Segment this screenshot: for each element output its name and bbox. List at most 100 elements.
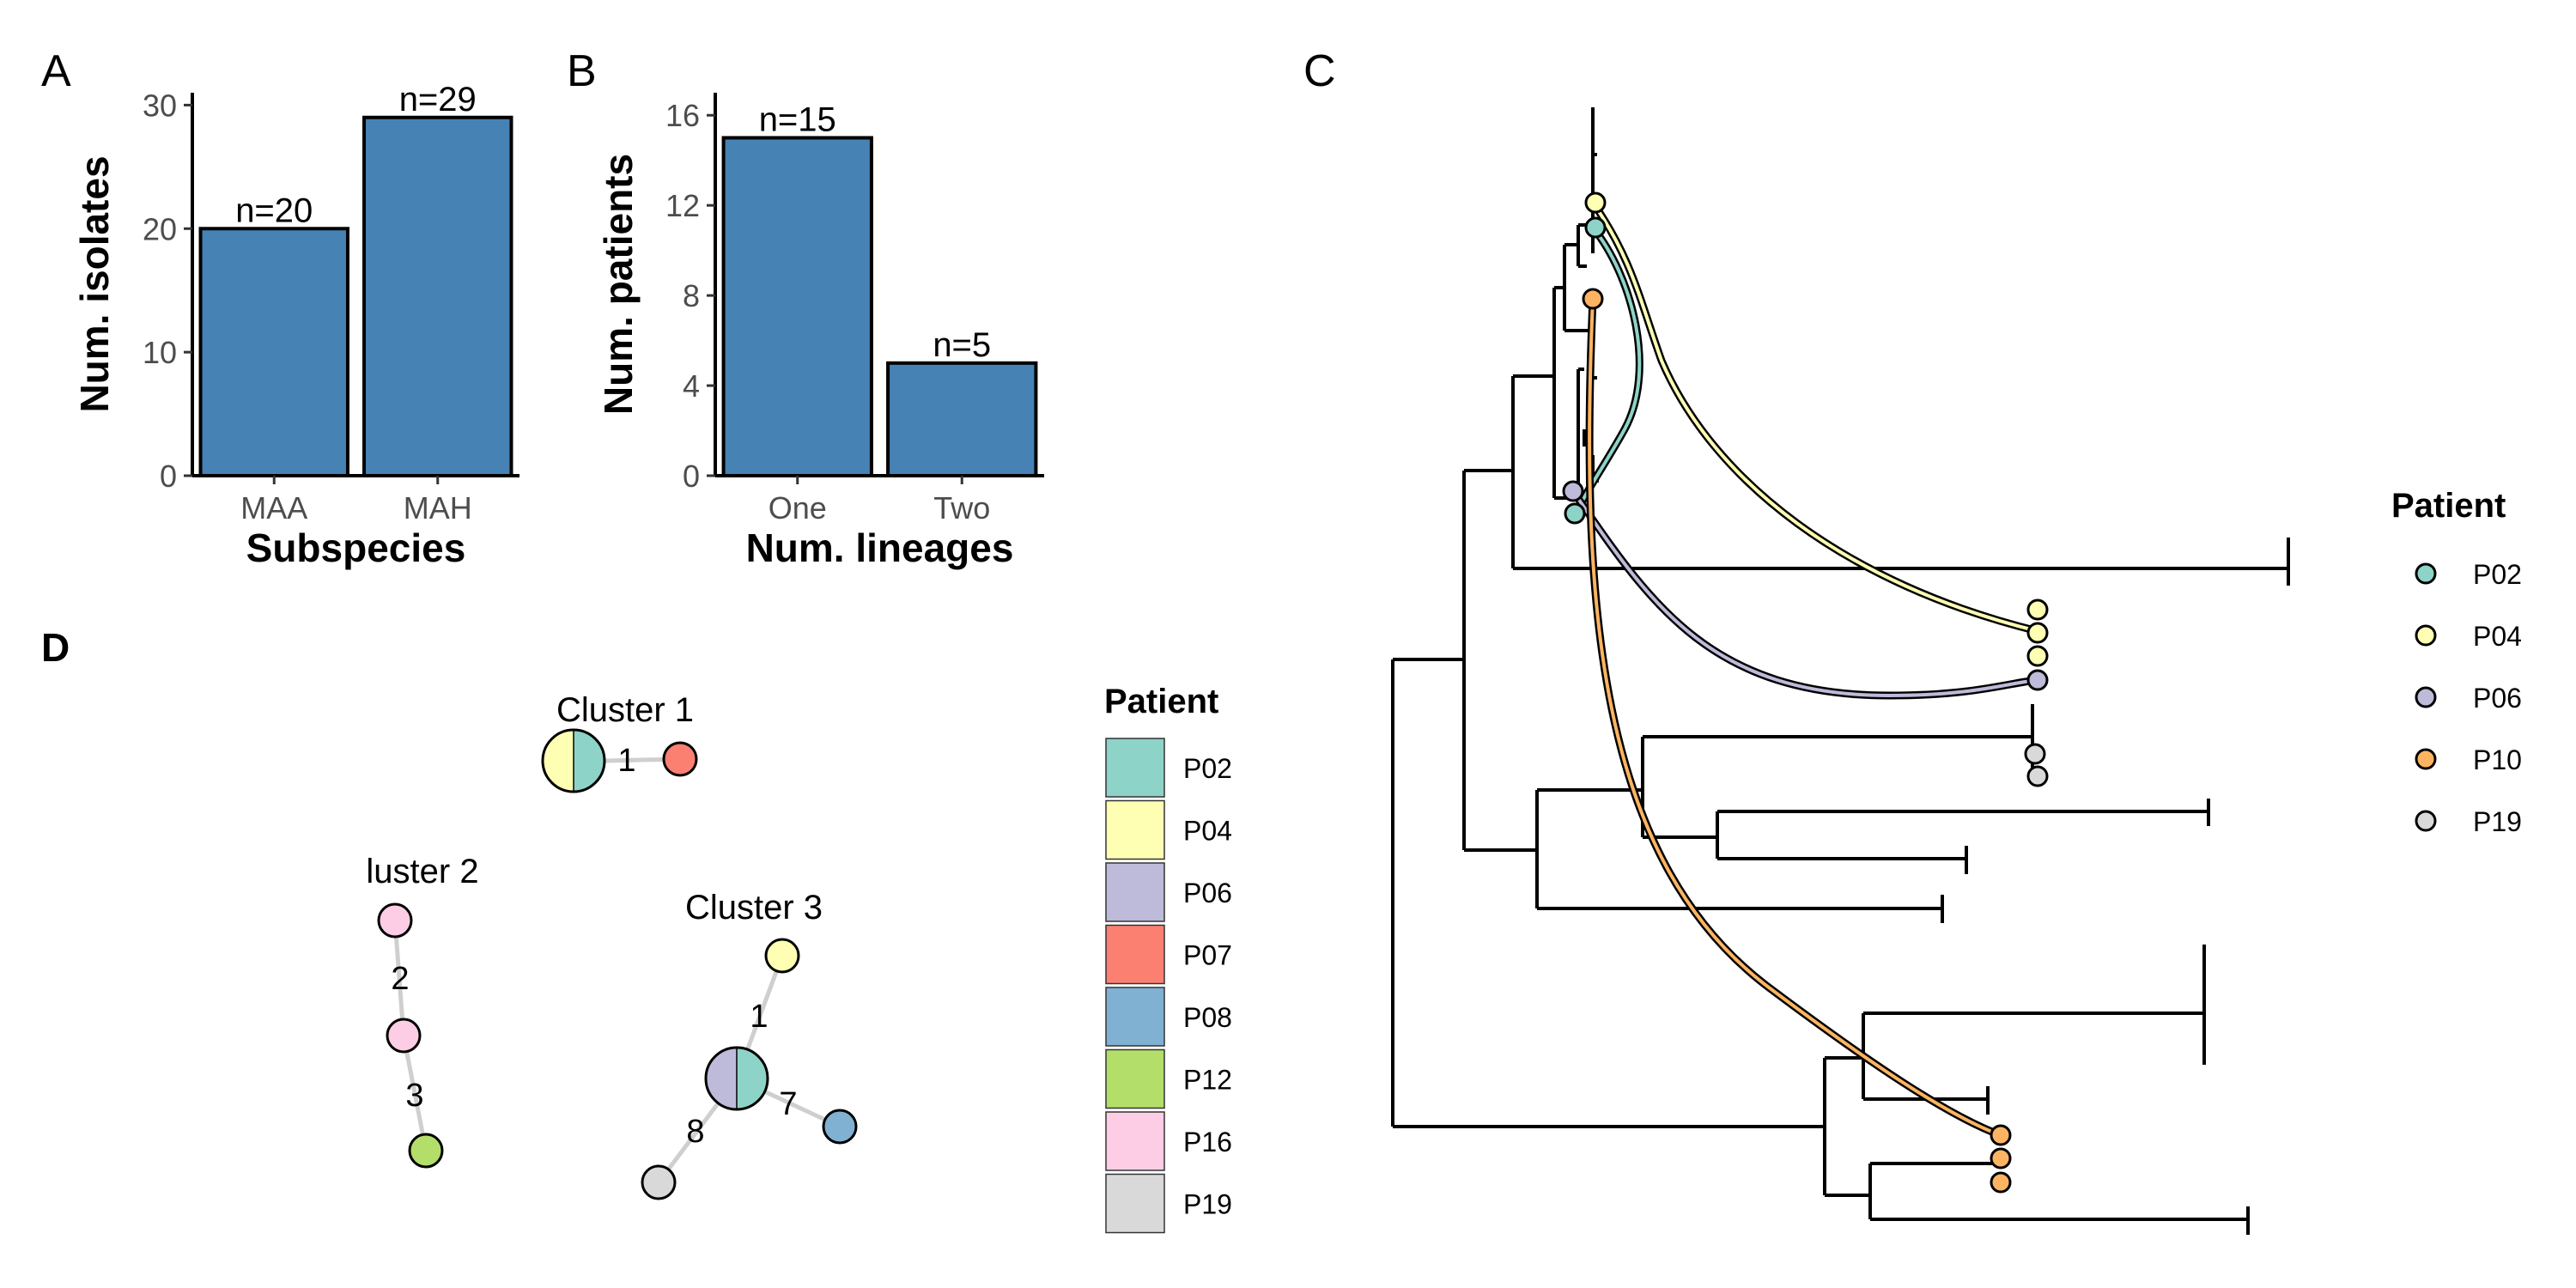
tip-point-p19 bbox=[2024, 743, 2046, 765]
edge-label: 2 bbox=[391, 961, 409, 997]
x-tick-label: MAA bbox=[240, 490, 307, 526]
legend-swatch bbox=[2415, 562, 2437, 585]
panel-letter-b: B bbox=[567, 46, 597, 96]
panel-letter-c: C bbox=[1303, 46, 1336, 96]
y-tick-label: 4 bbox=[683, 368, 700, 404]
network-edge bbox=[392, 920, 406, 1036]
network-edge bbox=[401, 1035, 428, 1151]
tip-point-p10 bbox=[1990, 1171, 2012, 1194]
tip-point-p04 bbox=[2026, 598, 2049, 621]
node-p16 bbox=[386, 1018, 422, 1054]
legend-label: P16 bbox=[1183, 1127, 1232, 1157]
y-tick-label: 30 bbox=[143, 88, 177, 123]
panel-letter-d: D bbox=[41, 625, 70, 670]
x-tick-label: One bbox=[769, 490, 827, 526]
tip-point-p04 bbox=[1584, 191, 1607, 214]
tip-point-p04 bbox=[2026, 622, 2049, 644]
x-axis-title: Num. lineages bbox=[746, 526, 1014, 570]
legend-label: P08 bbox=[1183, 1002, 1232, 1033]
y-tick-label: 8 bbox=[683, 278, 700, 313]
legend-label: P07 bbox=[1183, 940, 1232, 971]
edge-label: 1 bbox=[750, 999, 768, 1035]
legend-title: Patient bbox=[1104, 683, 1218, 720]
legend-label: P06 bbox=[2473, 683, 2522, 714]
node-p08 bbox=[822, 1109, 858, 1145]
cluster-1-title: Cluster 1 bbox=[556, 691, 694, 729]
network-legend: Patient P02 P04 P06 P07 P08 P12 P16 P19 bbox=[1104, 683, 1232, 1234]
y-tick-label: 12 bbox=[665, 188, 700, 223]
edge-label: 7 bbox=[779, 1086, 797, 1122]
cluster-3-title: Cluster 3 bbox=[685, 889, 823, 927]
tip-point-p06 bbox=[1562, 480, 1584, 502]
tree-tips bbox=[1562, 191, 2049, 1194]
legend-label: P12 bbox=[1183, 1065, 1232, 1096]
legend-title: Patient bbox=[2391, 487, 2506, 525]
legend-label: P02 bbox=[1183, 753, 1232, 784]
bar-value-label: n=20 bbox=[235, 191, 313, 229]
y-tick-label: 16 bbox=[665, 98, 700, 133]
cluster-2-title: luster 2 bbox=[366, 853, 478, 890]
bar bbox=[362, 115, 513, 477]
tip-point-p06 bbox=[2026, 669, 2049, 691]
tip-point-p04 bbox=[2026, 645, 2049, 667]
legend-label: P19 bbox=[1183, 1189, 1232, 1220]
bar-value-label: n=15 bbox=[759, 100, 836, 138]
x-tick-label: Two bbox=[933, 490, 990, 526]
y-tick-label: 20 bbox=[143, 211, 177, 246]
tip-point-p02 bbox=[1584, 216, 1607, 239]
tip-point-p02 bbox=[1564, 502, 1586, 525]
legend-swatch bbox=[1105, 862, 1165, 922]
cluster-network: Cluster 1 1 luster 2 2 3 Cluster 3 1 7 8 bbox=[366, 691, 858, 1200]
x-tick-label: MAH bbox=[404, 490, 472, 526]
link-p10 bbox=[1585, 298, 2002, 1139]
legend-swatch bbox=[1105, 1111, 1165, 1171]
y-tick-label: 0 bbox=[683, 459, 700, 494]
node-p02-p06 bbox=[704, 1046, 769, 1111]
legend-swatch bbox=[2415, 624, 2437, 647]
y-axis-title: Num. isolates bbox=[72, 155, 117, 412]
bar bbox=[886, 361, 1038, 477]
bar-value-label: n=5 bbox=[933, 326, 991, 364]
legend-swatch bbox=[1105, 799, 1165, 860]
node-p07 bbox=[662, 741, 698, 777]
tip-point-p10 bbox=[1582, 288, 1604, 310]
edge-label: 3 bbox=[405, 1078, 423, 1114]
node-p19 bbox=[641, 1164, 677, 1200]
node-p12 bbox=[408, 1133, 444, 1169]
legend-swatch bbox=[2415, 748, 2437, 770]
legend-swatch bbox=[1105, 738, 1165, 798]
edge-label: 1 bbox=[617, 743, 635, 779]
tip-point-p10 bbox=[1990, 1147, 2012, 1170]
legend-swatch bbox=[2415, 686, 2437, 708]
bar bbox=[721, 136, 873, 477]
legend-swatch bbox=[1105, 924, 1165, 985]
legend-swatch bbox=[1105, 1173, 1165, 1234]
panel-letter-a: A bbox=[41, 46, 71, 96]
x-axis-title: Subspecies bbox=[246, 526, 466, 570]
tree-legend: Patient P02 P04 P06 P10 P19 bbox=[2391, 487, 2522, 837]
phylogenetic-tree bbox=[1391, 107, 2290, 1235]
edge-label: 8 bbox=[686, 1114, 704, 1150]
legend-label: P04 bbox=[2473, 621, 2522, 652]
tip-point-p10 bbox=[1990, 1124, 2012, 1146]
node-p02-p04 bbox=[541, 728, 606, 793]
link-p04 bbox=[1589, 200, 2039, 635]
tree-links bbox=[1570, 200, 2039, 1139]
legend-label: P04 bbox=[1183, 816, 1232, 847]
bar-value-label: n=29 bbox=[399, 81, 477, 118]
legend-swatch bbox=[1105, 1048, 1165, 1109]
legend-label: P19 bbox=[2473, 806, 2522, 837]
y-axis-title: Num. patients bbox=[596, 154, 641, 415]
legend-swatch bbox=[2415, 810, 2437, 832]
bar bbox=[198, 227, 349, 477]
legend-label: P10 bbox=[2473, 744, 2522, 775]
link-p06 bbox=[1570, 489, 2038, 700]
node-p16 bbox=[377, 902, 413, 939]
legend-label: P06 bbox=[1183, 878, 1232, 908]
node-p04 bbox=[764, 938, 800, 974]
legend-label: P02 bbox=[2473, 559, 2522, 590]
y-tick-label: 0 bbox=[160, 459, 177, 494]
